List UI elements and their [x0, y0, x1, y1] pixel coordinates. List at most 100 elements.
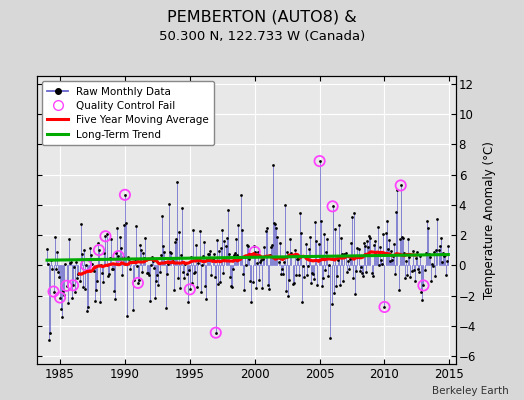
Point [231, 250, 239, 256]
Point [163, 271, 171, 278]
Point [420, 266, 429, 273]
Point [272, 225, 280, 232]
Point [236, 192, 245, 198]
Point [278, 266, 286, 273]
Point [337, 235, 345, 241]
Point [398, 234, 406, 240]
Point [144, 270, 152, 276]
Point [366, 235, 375, 241]
Point [422, 218, 431, 225]
Point [219, 270, 227, 276]
Point [53, 269, 62, 276]
Point [237, 226, 246, 233]
Point [62, 282, 71, 289]
Point [438, 259, 446, 266]
Point [140, 255, 149, 261]
Point [56, 294, 64, 301]
Point [153, 272, 161, 278]
Point [116, 245, 125, 251]
Point [415, 268, 423, 275]
Point [50, 234, 59, 240]
Point [324, 273, 332, 280]
Point [216, 279, 224, 285]
Point [141, 235, 150, 242]
Point [326, 335, 335, 342]
Point [276, 240, 284, 246]
Point [217, 244, 225, 251]
Point [444, 243, 453, 250]
Point [146, 297, 154, 304]
Point [373, 252, 381, 258]
Point [165, 201, 173, 207]
Point [164, 261, 172, 267]
Point [137, 247, 145, 254]
Point [353, 245, 362, 251]
Point [167, 249, 176, 256]
Point [114, 253, 123, 259]
Point [363, 238, 372, 244]
Point [98, 270, 106, 276]
Point [247, 299, 256, 305]
Point [443, 258, 451, 264]
Point [301, 241, 310, 247]
Point [176, 285, 184, 291]
Point [166, 249, 174, 256]
Point [206, 248, 214, 254]
Point [375, 262, 383, 268]
Point [283, 248, 291, 255]
Point [287, 250, 296, 256]
Point [162, 305, 170, 311]
Point [388, 256, 396, 263]
Point [123, 312, 132, 319]
Point [356, 264, 365, 270]
Point [160, 249, 168, 256]
Point [429, 263, 438, 269]
Point [226, 274, 234, 281]
Point [43, 245, 51, 252]
Point [175, 229, 183, 236]
Point [381, 229, 390, 236]
Point [150, 264, 158, 271]
Point [390, 240, 398, 247]
Point [68, 294, 76, 301]
Point [190, 269, 199, 276]
Point [423, 225, 432, 231]
Point [61, 261, 70, 268]
Point [143, 270, 151, 276]
Point [365, 233, 374, 240]
Point [77, 221, 85, 227]
Point [294, 255, 302, 262]
Point [418, 297, 427, 303]
Point [75, 278, 84, 284]
Point [135, 276, 143, 283]
Point [254, 249, 262, 255]
Point [148, 254, 156, 260]
Point [126, 266, 135, 272]
Point [305, 233, 314, 240]
Point [406, 274, 414, 281]
Point [185, 286, 194, 292]
Point [208, 272, 216, 278]
Point [408, 248, 417, 254]
Point [323, 236, 331, 242]
Point [329, 203, 337, 210]
Point [154, 282, 162, 288]
Point [299, 263, 308, 269]
Point [122, 220, 130, 227]
Text: 50.300 N, 122.733 W (Canada): 50.300 N, 122.733 W (Canada) [159, 30, 365, 43]
Point [205, 250, 213, 257]
Point [157, 252, 165, 258]
Point [102, 231, 111, 238]
Point [114, 253, 123, 259]
Point [101, 233, 110, 240]
Point [204, 250, 212, 257]
Point [335, 222, 343, 228]
Point [360, 240, 368, 246]
Point [313, 282, 322, 288]
Point [188, 280, 196, 286]
Point [73, 274, 82, 281]
Point [368, 272, 377, 279]
Point [300, 274, 309, 280]
Point [149, 258, 157, 264]
Text: Berkeley Earth: Berkeley Earth [432, 386, 508, 396]
